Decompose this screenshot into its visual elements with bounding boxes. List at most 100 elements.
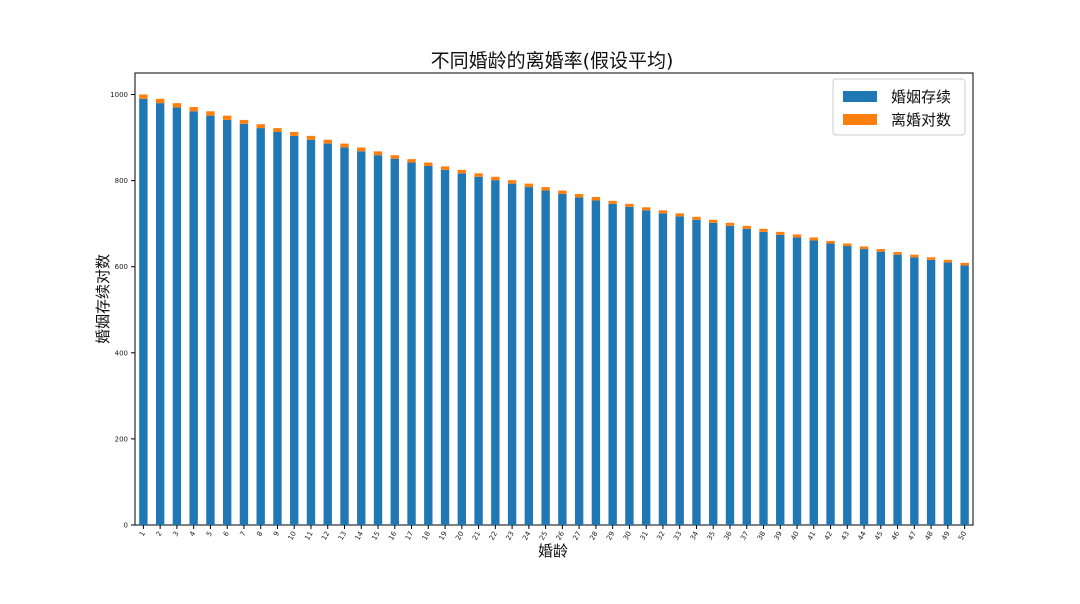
bar-duration xyxy=(206,115,215,526)
bar-duration xyxy=(139,98,148,525)
bar-divorce xyxy=(340,143,349,148)
x-tick-label: 30 xyxy=(622,530,633,542)
bar-divorce xyxy=(273,128,282,132)
legend-swatch xyxy=(843,91,877,102)
x-tick-label: 1 xyxy=(138,530,147,538)
x-tick-label: 23 xyxy=(504,530,515,542)
bar-divorce xyxy=(189,107,198,112)
bar-divorce xyxy=(725,222,735,226)
bar-divorce xyxy=(139,94,148,99)
bar-divorce xyxy=(306,135,316,140)
bar-duration xyxy=(373,155,383,525)
bar-duration xyxy=(424,165,433,526)
bar-duration xyxy=(541,190,550,525)
bar-duration xyxy=(843,246,852,526)
bar-divorce xyxy=(742,225,751,229)
x-tick-label: 8 xyxy=(255,530,264,538)
bar-divorce xyxy=(155,98,165,104)
bars-group xyxy=(139,94,969,526)
bar-duration xyxy=(474,176,483,526)
y-tick-label: 400 xyxy=(115,349,128,357)
bar-divorce xyxy=(507,180,517,184)
x-tick-label: 22 xyxy=(488,530,499,542)
bar-divorce xyxy=(809,237,818,241)
bar-duration xyxy=(658,213,668,525)
x-tick-label: 50 xyxy=(957,530,968,542)
bar-duration xyxy=(306,139,316,525)
bar-divorce xyxy=(323,139,332,144)
bar-duration xyxy=(910,257,919,525)
x-axis: 1 2 3 4 5 6 7 8 9 10 11 12 13 14 15 16 17 18 19 20 21 22 23 24 2… xyxy=(138,525,968,542)
bar-duration xyxy=(457,173,467,526)
bar-duration xyxy=(826,243,835,525)
bar-divorce xyxy=(256,124,265,129)
bar-duration xyxy=(558,193,567,525)
bar-duration xyxy=(859,249,869,525)
bar-divorce xyxy=(792,234,802,238)
bar-duration xyxy=(759,231,768,525)
bar-divorce xyxy=(591,196,601,201)
x-tick-label: 44 xyxy=(856,530,868,542)
x-tick-label: 37 xyxy=(739,530,750,542)
x-tick-label: 27 xyxy=(571,530,582,542)
x-tick-label: 29 xyxy=(605,530,616,542)
bar-duration xyxy=(675,216,684,525)
x-tick-label: 48 xyxy=(923,530,934,542)
bar-divorce xyxy=(943,259,953,263)
bar-divorce xyxy=(206,111,215,116)
bar-divorce xyxy=(424,162,433,166)
x-tick-label: 35 xyxy=(706,530,717,542)
bar-divorce xyxy=(574,193,584,198)
bar-divorce xyxy=(926,257,936,260)
x-tick-label: 38 xyxy=(756,530,767,542)
x-tick-label: 39 xyxy=(773,530,784,542)
bar-duration xyxy=(239,123,249,526)
bar-duration xyxy=(440,169,450,526)
bar-divorce xyxy=(172,103,182,108)
bar-divorce xyxy=(658,210,668,214)
bar-duration xyxy=(390,158,399,525)
bar-divorce xyxy=(524,183,534,188)
bar-duration xyxy=(625,206,634,525)
bar-duration xyxy=(172,107,182,525)
x-tick-label: 33 xyxy=(672,530,683,542)
chart-title: 不同婚龄的离婚率(假设平均) xyxy=(431,50,674,72)
x-tick-label: 17 xyxy=(404,530,415,542)
x-tick-label: 47 xyxy=(907,530,918,542)
bar-divorce xyxy=(960,262,969,266)
bar-duration xyxy=(340,147,349,525)
bar-duration xyxy=(357,151,366,525)
y-tick-label: 200 xyxy=(115,435,128,443)
x-tick-label: 36 xyxy=(722,530,734,542)
y-tick-label: 0 xyxy=(124,522,128,530)
x-tick-label: 13 xyxy=(337,530,348,542)
bar-duration xyxy=(893,254,902,525)
bar-duration xyxy=(725,225,735,525)
x-tick-label: 25 xyxy=(538,530,549,542)
legend-swatch xyxy=(843,114,877,125)
bar-duration xyxy=(273,131,282,526)
bar-divorce xyxy=(608,200,617,204)
x-tick-label: 43 xyxy=(840,530,851,542)
bar-duration xyxy=(491,180,500,525)
x-tick-label: 18 xyxy=(421,530,432,542)
x-tick-label: 31 xyxy=(639,530,650,542)
x-tick-label: 15 xyxy=(370,530,381,542)
bar-divorce xyxy=(491,176,500,181)
bar-divorce xyxy=(876,249,886,252)
legend-entry-label: 离婚对数 xyxy=(891,111,951,129)
x-tick-label: 42 xyxy=(823,530,834,542)
bar-duration xyxy=(742,228,751,525)
bar-duration xyxy=(792,237,802,525)
x-tick-label: 10 xyxy=(287,530,298,542)
bar-duration xyxy=(507,183,517,525)
x-tick-label: 19 xyxy=(437,530,448,542)
bar-divorce xyxy=(641,207,651,211)
x-tick-label: 28 xyxy=(588,530,599,542)
x-tick-label: 32 xyxy=(655,530,666,542)
bar-divorce xyxy=(675,213,684,217)
bar-duration xyxy=(709,222,718,525)
legend-entry-label: 婚姻存续 xyxy=(891,88,951,106)
x-tick-label: 16 xyxy=(387,530,399,542)
